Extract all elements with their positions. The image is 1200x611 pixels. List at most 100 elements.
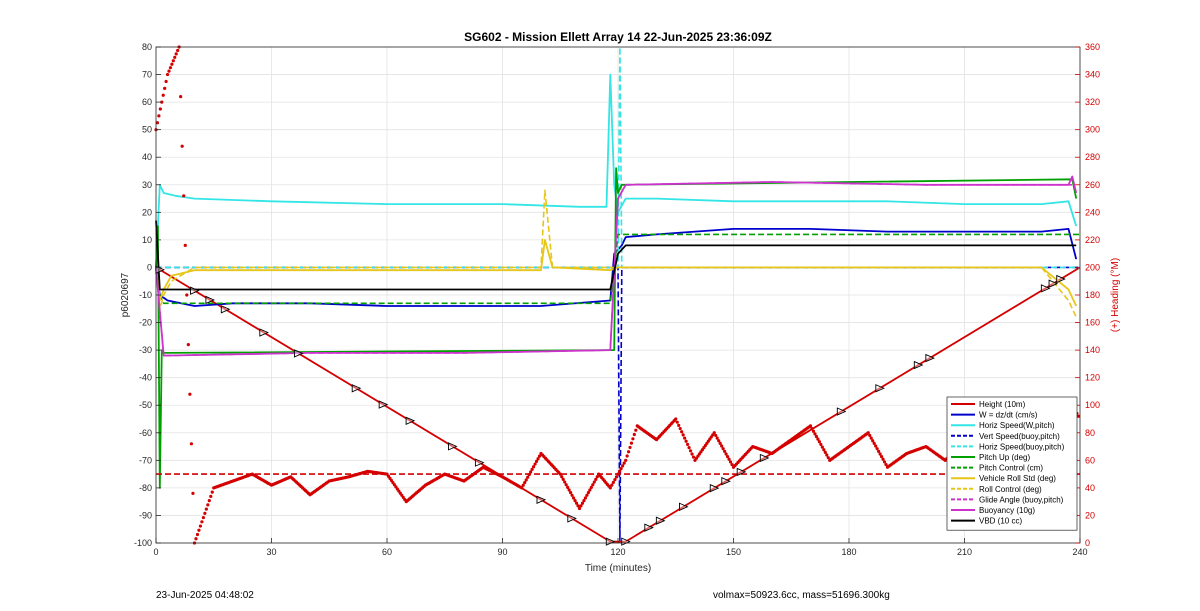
heading-point bbox=[592, 480, 596, 484]
heading-point bbox=[814, 434, 819, 439]
heading-point bbox=[529, 470, 533, 474]
heading-point bbox=[684, 439, 688, 443]
heading-point bbox=[629, 441, 634, 445]
heading-point bbox=[727, 457, 731, 461]
heading-point bbox=[879, 455, 884, 459]
heading-point bbox=[569, 491, 573, 495]
heading-point bbox=[188, 392, 192, 396]
heading-point bbox=[674, 417, 678, 421]
heading-point bbox=[730, 462, 734, 467]
chart-title: SG602 - Mission Ellett Array 14 22-Jun-2… bbox=[464, 30, 772, 44]
heading-point bbox=[688, 449, 693, 453]
heading-point bbox=[155, 121, 160, 125]
height-marker bbox=[1056, 274, 1066, 284]
heading-point bbox=[808, 424, 813, 428]
x-tick-label: 240 bbox=[1072, 547, 1087, 557]
heading-point bbox=[811, 429, 816, 433]
y-tick-label: 0 bbox=[147, 262, 152, 272]
y-tick-label: 70 bbox=[142, 70, 152, 80]
heading-point bbox=[723, 449, 727, 453]
heading-point bbox=[691, 455, 696, 459]
heading-point bbox=[561, 477, 565, 482]
heading-point bbox=[675, 420, 679, 424]
y-tick-label: -80 bbox=[139, 483, 152, 493]
heading-point bbox=[826, 456, 830, 460]
heading-point bbox=[567, 488, 571, 492]
legend-entry: Vert Speed(buoy,pitch) bbox=[979, 432, 1060, 441]
heading-point bbox=[817, 440, 821, 444]
heading-point bbox=[613, 478, 617, 482]
heading-point bbox=[176, 48, 180, 53]
legend-entry: Horiz Speed(buoy,pitch) bbox=[979, 442, 1065, 451]
height-marker bbox=[220, 305, 231, 314]
y2-tick-label: 260 bbox=[1085, 180, 1100, 190]
footer-date: 23-Jun-2025 04:48:02 bbox=[156, 590, 254, 601]
heading-point bbox=[171, 59, 175, 63]
heading-point bbox=[580, 501, 585, 505]
heading-point bbox=[617, 469, 622, 473]
heading-point bbox=[582, 499, 586, 503]
heading-point bbox=[683, 436, 687, 440]
y2-tick-label: 80 bbox=[1085, 428, 1095, 438]
legend-entry: Horiz Speed(W,pitch) bbox=[979, 421, 1055, 430]
heading-point bbox=[531, 465, 536, 469]
y2-tick-label: 140 bbox=[1085, 345, 1100, 355]
y-tick-label: -30 bbox=[139, 345, 152, 355]
heading-point bbox=[816, 437, 820, 441]
heading-point bbox=[631, 437, 635, 441]
heading-point bbox=[610, 483, 614, 487]
heading-point bbox=[207, 499, 211, 503]
heading-point bbox=[721, 447, 725, 451]
heading-point bbox=[624, 458, 628, 462]
heading-point bbox=[158, 107, 162, 111]
heading-point bbox=[182, 194, 186, 198]
heading-point bbox=[203, 511, 207, 515]
y-tick-label: -10 bbox=[139, 290, 152, 300]
heading-point bbox=[577, 506, 582, 511]
heading-point bbox=[521, 483, 525, 487]
y2-tick-label: 0 bbox=[1085, 538, 1090, 548]
heading-point bbox=[583, 496, 588, 500]
height-marker bbox=[405, 416, 416, 425]
legend-entry: Height (10m) bbox=[979, 400, 1026, 409]
legend-entry: W = dz/dt (cm/s) bbox=[979, 411, 1038, 420]
heading-point bbox=[825, 453, 829, 457]
heading-point bbox=[161, 93, 165, 97]
y-tick-label: -60 bbox=[139, 428, 152, 438]
y2-tick-label: 40 bbox=[1085, 483, 1095, 493]
y2-tick-label: 220 bbox=[1085, 235, 1100, 245]
series-layer bbox=[154, 45, 1081, 545]
heading-point bbox=[210, 490, 214, 494]
x-tick-label: 180 bbox=[841, 547, 856, 557]
heading-point bbox=[621, 464, 625, 468]
heading-point bbox=[209, 494, 213, 498]
y2-tick-label: 300 bbox=[1085, 125, 1100, 135]
heading-point bbox=[714, 433, 718, 438]
legend-entry: Pitch Up (deg) bbox=[979, 453, 1030, 462]
y2-tick-label: 100 bbox=[1085, 400, 1100, 410]
heading-point bbox=[198, 524, 203, 528]
y2-tick-label: 320 bbox=[1085, 97, 1100, 107]
series-vbd-10-cc bbox=[155, 220, 1077, 291]
height-marker bbox=[1048, 279, 1059, 288]
heading-point bbox=[533, 462, 537, 466]
legend: Height (10m)W = dz/dt (cm/s)Horiz Speed(… bbox=[946, 396, 1078, 531]
heading-point bbox=[168, 66, 173, 70]
height-marker bbox=[378, 400, 389, 409]
heading-point bbox=[820, 445, 824, 449]
heading-point bbox=[720, 444, 724, 448]
heading-point bbox=[566, 485, 570, 489]
heading-point bbox=[715, 436, 719, 440]
heading-point bbox=[634, 428, 638, 432]
heading-point bbox=[728, 460, 733, 464]
x-axis-label: Time (minutes) bbox=[585, 563, 651, 574]
heading-point bbox=[563, 480, 567, 484]
heading-point bbox=[571, 496, 576, 500]
y2-tick-label: 60 bbox=[1085, 455, 1095, 465]
legend-entry: Pitch Control (cm) bbox=[979, 464, 1043, 473]
height-marker bbox=[644, 523, 654, 532]
heading-point bbox=[189, 442, 194, 446]
legend-entry: Buoyancy (10g) bbox=[979, 506, 1035, 515]
y-tick-label: 40 bbox=[142, 152, 152, 162]
heading-point bbox=[685, 442, 690, 447]
